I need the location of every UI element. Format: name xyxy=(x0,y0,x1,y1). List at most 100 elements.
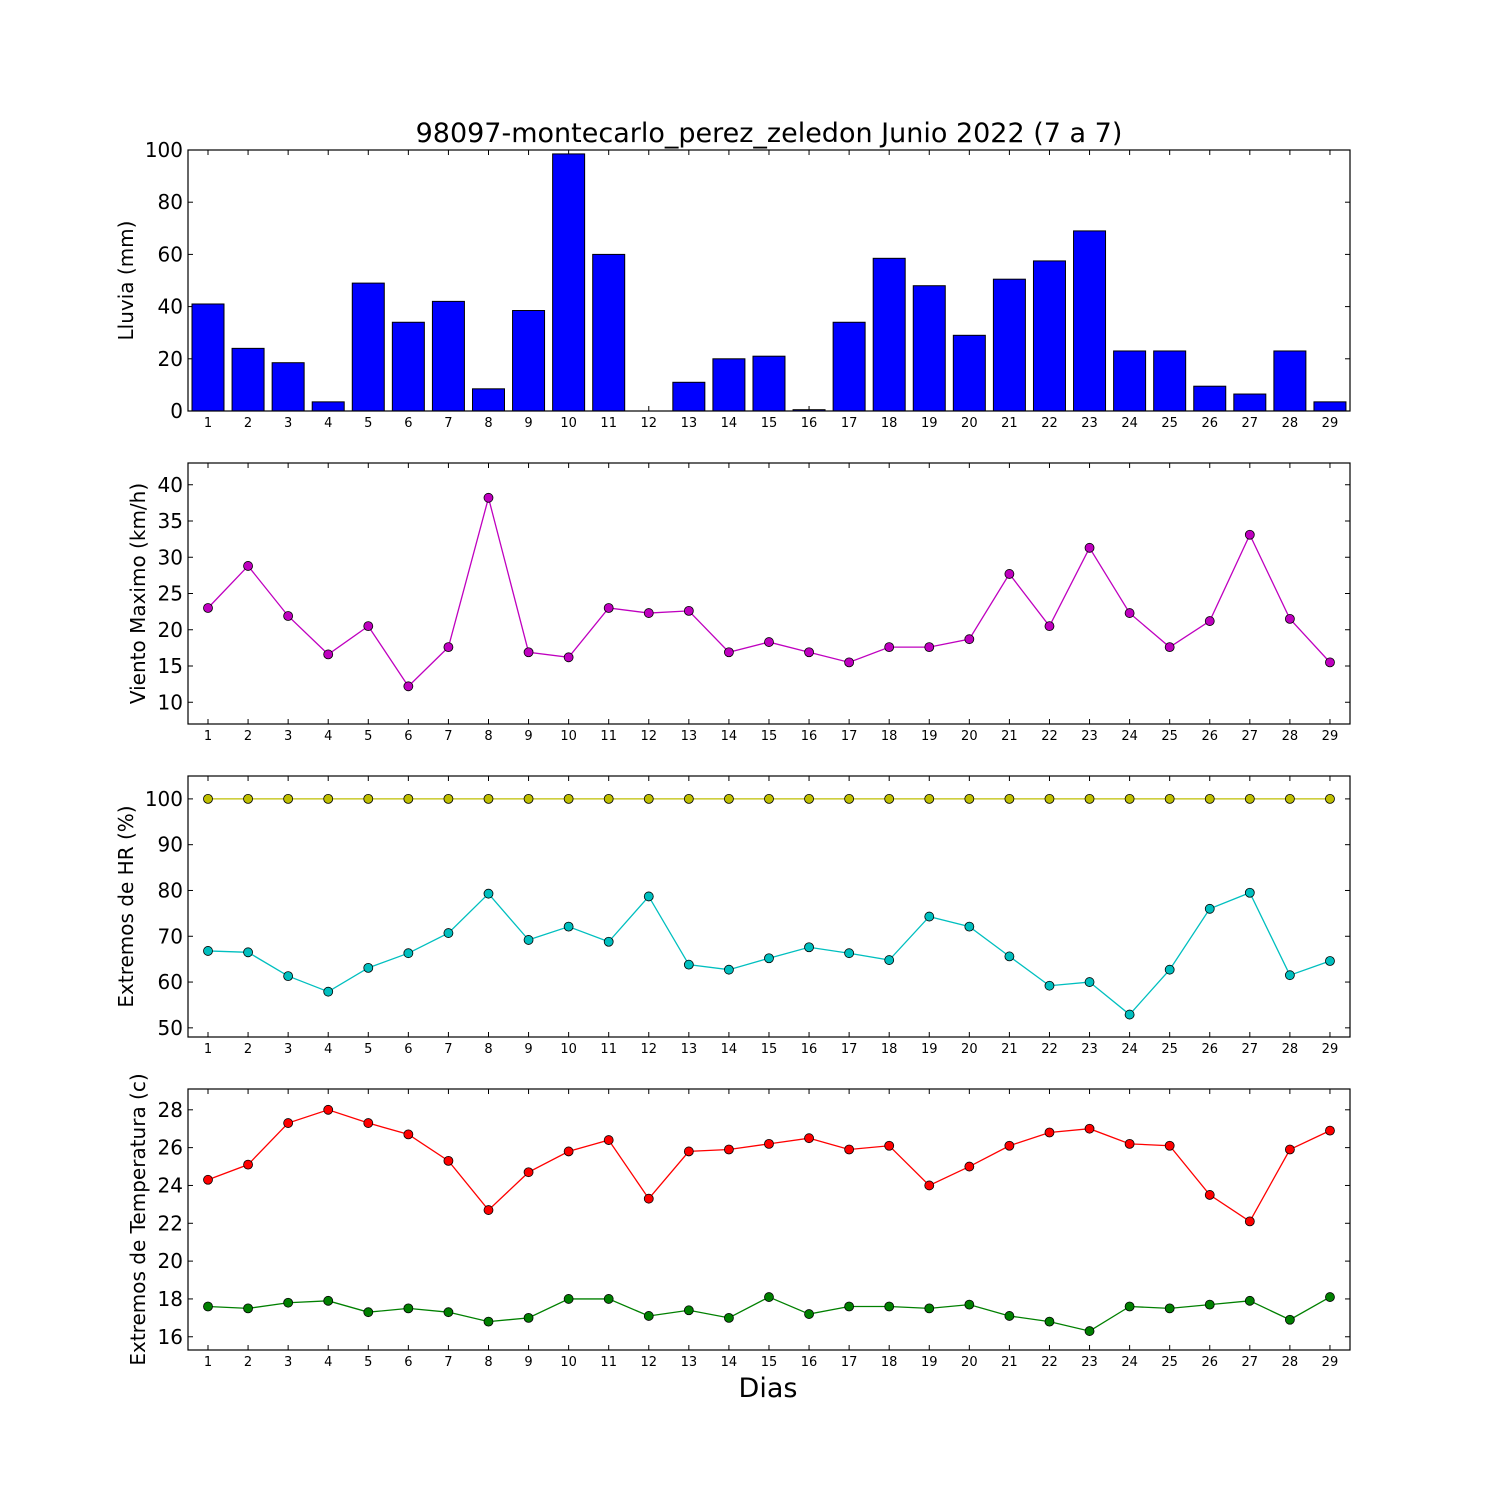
series-2-point-day-9 xyxy=(523,1312,534,1323)
series-1-point-day-14 xyxy=(724,647,734,658)
series-2-point-day-17 xyxy=(844,948,855,959)
x-tick-label: 23 xyxy=(1081,416,1098,431)
series-2-point-day-3 xyxy=(283,1297,294,1308)
bar-day-28 xyxy=(1273,350,1307,412)
y-tick-label: 70 xyxy=(158,924,183,948)
x-tick-label: 25 xyxy=(1161,729,1178,744)
x-tick-label: 28 xyxy=(1282,729,1299,744)
x-tick-label: 2 xyxy=(244,1355,252,1370)
series-1-point-day-8 xyxy=(483,492,494,503)
series-1-point-day-6 xyxy=(403,681,414,692)
x-tick-label: 21 xyxy=(1001,416,1018,431)
bar-day-7 xyxy=(431,300,465,412)
series-2-point-day-16 xyxy=(804,942,814,953)
series-1-point-day-7 xyxy=(443,793,454,804)
x-tick-label: 18 xyxy=(881,416,898,431)
x-tick-label: 2 xyxy=(244,416,252,431)
series-2-point-day-27 xyxy=(1244,1295,1255,1306)
series-2-point-day-18 xyxy=(884,955,895,965)
series-2-point-day-4 xyxy=(323,986,334,997)
bar-day-23 xyxy=(1073,230,1107,412)
series-1-point-day-25 xyxy=(1164,1140,1175,1151)
x-tick-label: 24 xyxy=(1121,1355,1138,1370)
x-tick-label: 6 xyxy=(404,729,412,744)
x-tick-label: 24 xyxy=(1121,416,1138,431)
series-2-point-day-29 xyxy=(1325,1292,1335,1302)
x-tick-label: 13 xyxy=(681,1355,698,1370)
series-1-point-day-5 xyxy=(363,1118,374,1128)
x-tick-label: 5 xyxy=(364,1042,372,1057)
series-1-point-day-19 xyxy=(924,793,935,804)
series-1-point-day-12 xyxy=(643,793,654,804)
x-tick-label: 20 xyxy=(961,1355,978,1370)
x-tick-label: 11 xyxy=(600,1355,617,1370)
series-2-point-day-20 xyxy=(964,1299,975,1310)
x-tick-label: 19 xyxy=(921,729,938,744)
x-tick-label: 27 xyxy=(1242,1042,1259,1057)
series-1-point-day-20 xyxy=(964,1161,975,1172)
x-tick-label: 9 xyxy=(524,1042,532,1057)
series-2-point-day-9 xyxy=(523,935,534,945)
bar-day-3 xyxy=(271,362,305,412)
series-1-point-day-15 xyxy=(764,637,774,647)
x-tick-label: 9 xyxy=(524,416,532,431)
series-2-point-day-17 xyxy=(844,1301,855,1312)
x-tick-label: 11 xyxy=(600,1042,617,1057)
x-tick-label: 6 xyxy=(404,1042,412,1057)
series-1-point-day-9 xyxy=(523,1167,534,1178)
series-1-point-day-18 xyxy=(884,793,895,804)
series-1-point-day-12 xyxy=(643,1193,654,1204)
x-tick-label: 18 xyxy=(881,1355,898,1370)
bar-day-18 xyxy=(872,257,906,412)
axes-frame xyxy=(187,775,1351,1038)
bar-day-22 xyxy=(1032,260,1066,412)
series-1-point-day-17 xyxy=(844,1144,855,1155)
y-tick-label: 20 xyxy=(158,347,183,371)
series-1-point-day-24 xyxy=(1124,1138,1135,1149)
series-2-point-day-5 xyxy=(363,1307,374,1318)
series-1-point-day-22 xyxy=(1044,1127,1055,1138)
x-tick-label: 8 xyxy=(484,416,492,431)
series-2-point-day-22 xyxy=(1044,980,1055,991)
series-1-point-day-25 xyxy=(1164,642,1175,653)
x-tick-label: 26 xyxy=(1201,416,1218,431)
x-tick-label: 23 xyxy=(1081,729,1098,744)
x-tick-label: 13 xyxy=(681,1042,698,1057)
y-tick-label: 80 xyxy=(158,878,183,902)
x-tick-label: 3 xyxy=(284,1355,292,1370)
x-tick-label: 24 xyxy=(1121,1042,1138,1057)
series-2-point-day-25 xyxy=(1164,1303,1175,1314)
series-1-point-day-18 xyxy=(884,642,895,653)
x-tick-label: 9 xyxy=(524,729,532,744)
x-tick-label: 15 xyxy=(761,729,778,744)
series-2-point-day-14 xyxy=(724,964,734,975)
series-1-point-day-5 xyxy=(363,793,374,804)
x-tick-label: 17 xyxy=(841,729,858,744)
x-tick-label: 16 xyxy=(801,1042,818,1057)
series-1-point-day-13 xyxy=(683,793,694,804)
series-1-point-day-28 xyxy=(1284,613,1295,624)
series-2-point-day-8 xyxy=(483,888,494,899)
x-tick-label: 15 xyxy=(761,416,778,431)
series-2-point-day-2 xyxy=(243,1303,253,1314)
series-1-point-day-22 xyxy=(1044,621,1055,632)
series-1-point-day-25 xyxy=(1164,793,1175,804)
x-tick-label: 20 xyxy=(961,729,978,744)
x-tick-label: 4 xyxy=(324,729,332,744)
series-2-point-day-21 xyxy=(1004,951,1015,962)
series-1-point-day-24 xyxy=(1124,608,1135,618)
x-tick-label: 2 xyxy=(244,1042,252,1057)
x-tick-label: 5 xyxy=(364,729,372,744)
series-2-point-day-15 xyxy=(764,953,774,964)
x-tick-label: 4 xyxy=(324,1042,332,1057)
y-tick-label: 18 xyxy=(158,1287,183,1311)
x-tick-label: 28 xyxy=(1282,1042,1299,1057)
series-1-point-day-19 xyxy=(924,1180,935,1191)
series-2-point-day-23 xyxy=(1084,977,1095,987)
bar-day-1 xyxy=(191,303,225,412)
x-tick-label: 27 xyxy=(1242,729,1259,744)
series-1-point-day-2 xyxy=(243,793,253,804)
x-tick-label: 1 xyxy=(204,416,212,431)
y-tick-label: 15 xyxy=(158,654,183,678)
